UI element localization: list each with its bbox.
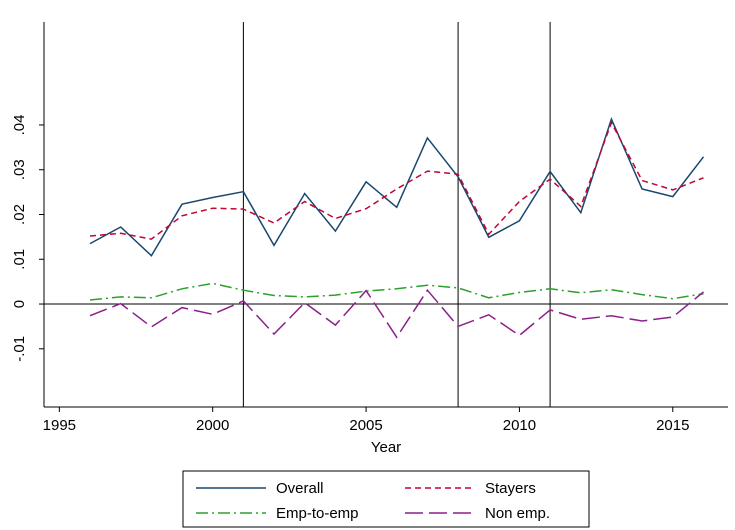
legend-items: Overall Stayers Emp-to-emp Non emp. — [196, 480, 550, 522]
y-axis-ticks: -.01 0 .01 .02 .03 .04 — [11, 115, 44, 362]
x-tick-label: 1995 — [43, 417, 76, 434]
x-tick-label: 2015 — [656, 417, 689, 434]
x-tick-label: 2010 — [503, 417, 536, 434]
reference-lines — [44, 22, 728, 407]
series-line-stayers — [89, 120, 704, 240]
y-tick-label: .04 — [11, 115, 28, 136]
series-line-overall — [89, 117, 705, 257]
y-tick-label: .03 — [11, 159, 28, 180]
series-line-non-emp — [89, 288, 704, 339]
legend-label-non-emp: Non emp. — [485, 505, 550, 522]
y-tick-label: -.01 — [11, 336, 28, 362]
legend-label-overall: Overall — [276, 480, 324, 497]
legend-label-stayers: Stayers — [485, 480, 536, 497]
x-tick-label: 2000 — [196, 417, 229, 434]
x-axis-title: Year — [371, 439, 401, 456]
series-lines — [89, 117, 705, 339]
y-tick-label: .02 — [11, 204, 28, 225]
x-axis-ticks: 1995 2000 2005 2010 2015 — [43, 407, 689, 434]
series-line-emp-to-emp — [89, 282, 704, 301]
legend-box — [182, 470, 590, 528]
x-tick-label: 2005 — [349, 417, 382, 434]
y-tick-label: .01 — [11, 249, 28, 270]
legend: Overall Stayers Emp-to-emp Non emp. — [182, 470, 590, 528]
plot-area: -.01 0 .01 .02 .03 .04 1995 2000 2005 2010 2015 Y… — [11, 22, 728, 456]
legend-label-emp-to-emp: Emp-to-emp — [276, 505, 359, 522]
y-tick-label: 0 — [11, 300, 28, 308]
